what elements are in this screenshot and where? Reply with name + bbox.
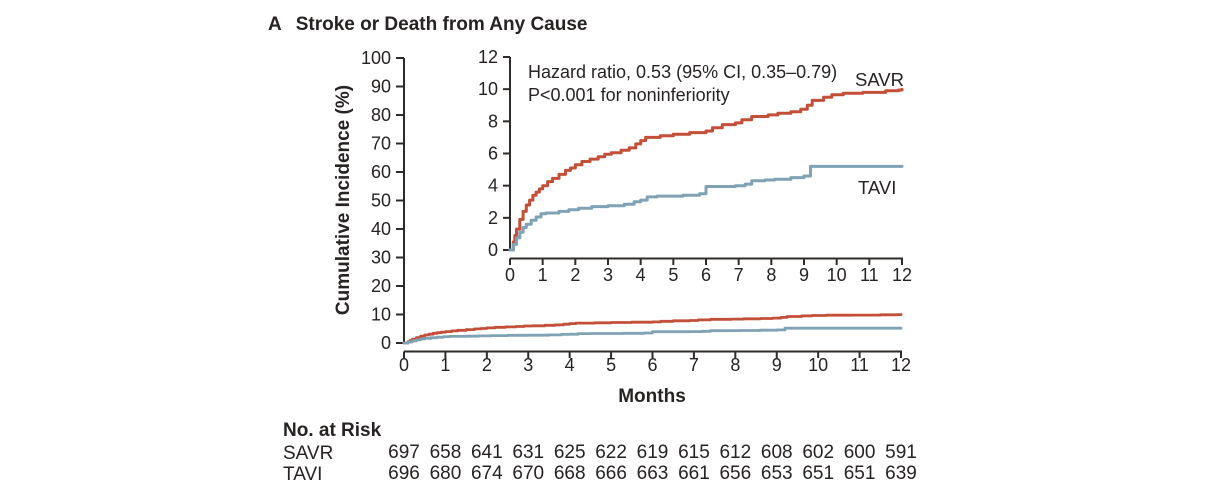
inset-y-tick-label: 0 — [488, 240, 498, 260]
main-y-tick-label: 70 — [371, 134, 391, 154]
main-y-tick-label: 40 — [371, 219, 391, 239]
risk-value: 651 — [802, 463, 834, 484]
inset-x-tick-label: 10 — [827, 265, 847, 285]
main-y-tick-label: 80 — [371, 105, 391, 125]
main-x-tick-label: 8 — [730, 355, 740, 375]
main-y-tick-label: 50 — [371, 191, 391, 211]
main-x-tick-label: 9 — [772, 355, 782, 375]
inset-y-tick-label: 8 — [488, 111, 498, 131]
main-y-tick-label: 30 — [371, 248, 391, 268]
main-x-tick-label: 10 — [808, 355, 828, 375]
risk-value: 639 — [885, 463, 917, 484]
inset-x-tick-label: 1 — [538, 265, 548, 285]
main-y-tick-label: 100 — [361, 48, 391, 68]
tavi-series-label: TAVI — [858, 177, 897, 198]
risk-row-label-savr: SAVR — [283, 443, 334, 464]
risk-row-values-savr: 697 658 641 631 625 622 619 615 612 608 602 600 591 — [388, 442, 917, 463]
main-y-tick-label: 90 — [371, 77, 391, 97]
main-x-tick-label: 11 — [850, 355, 869, 375]
main-x-tick-label: 1 — [440, 355, 450, 375]
annotation-line-hazard-ratio: Hazard ratio, 0.53 (95% CI, 0.35–0.79) — [528, 62, 838, 82]
risk-value: 622 — [595, 442, 627, 463]
main-curve-tavi — [402, 326, 903, 345]
risk-value: 668 — [554, 463, 586, 484]
risk-value: 600 — [844, 442, 876, 463]
inset-x-tick-label: 6 — [701, 265, 711, 285]
inset-x-tick-label: 0 — [505, 265, 515, 285]
risk-value: 631 — [512, 442, 544, 463]
risk-value: 602 — [802, 442, 834, 463]
risk-value: 615 — [678, 442, 710, 463]
risk-value: 656 — [719, 463, 751, 484]
main-x-tick-label: 3 — [523, 355, 533, 375]
inset-x-tick-label: 5 — [668, 265, 678, 285]
main-x-tick-label: 0 — [399, 355, 409, 375]
panel-letter: A — [268, 14, 282, 35]
inset-x-tick-label: 12 — [892, 265, 912, 285]
main-x-tick-label: 4 — [565, 355, 575, 375]
inset-y-tick-label: 2 — [488, 208, 498, 228]
risk-value: 608 — [761, 442, 793, 463]
inset-x-tick-label: 8 — [766, 265, 776, 285]
main-y-tick-label: 10 — [371, 305, 391, 325]
hazard-ratio-annotation: Hazard ratio, 0.53 (95% CI, 0.35–0.79) P… — [528, 61, 837, 107]
inset-y-tick-label: 10 — [478, 79, 498, 99]
risk-value: 625 — [554, 442, 586, 463]
inset-x-tick-label: 2 — [570, 265, 580, 285]
risk-row-values-tavi: 696 680 674 670 668 666 663 661 656 653 651 651 639 — [388, 463, 917, 484]
risk-value: 670 — [512, 463, 544, 484]
main-x-tick-label: 12 — [891, 355, 911, 375]
risk-value: 619 — [637, 442, 669, 463]
risk-value: 674 — [471, 463, 503, 484]
risk-value: 696 — [388, 463, 420, 484]
main-x-tick-label: 5 — [606, 355, 616, 375]
risk-value: 661 — [678, 463, 710, 484]
x-axis-label: Months — [618, 386, 686, 407]
title-text: Stroke or Death from Any Cause — [295, 14, 588, 35]
risk-value: 658 — [430, 442, 462, 463]
inset-y-tick-label: 4 — [488, 176, 498, 196]
inset-curve-savr — [508, 87, 904, 252]
y-axis-label: Cumulative Incidence (%) — [333, 84, 354, 316]
main-x-tick-label: 7 — [689, 355, 699, 375]
risk-value: 680 — [430, 463, 462, 484]
main-y-tick-label: 20 — [371, 276, 391, 296]
risk-row-label-tavi: TAVI — [283, 464, 323, 485]
inset-y-tick-label: 12 — [478, 47, 498, 67]
inset-x-tick-label: 11 — [860, 265, 879, 285]
risk-value: 651 — [844, 463, 876, 484]
inset-y-tick-label: 6 — [488, 144, 498, 164]
inset-x-tick-label: 7 — [734, 265, 744, 285]
risk-value: 663 — [637, 463, 669, 484]
risk-value: 612 — [719, 442, 751, 463]
inset-x-tick-label: 3 — [603, 265, 613, 285]
risk-value: 653 — [761, 463, 793, 484]
figure-title: A Stroke or Death from Any Cause — [268, 14, 588, 36]
inset-x-tick-label: 4 — [636, 265, 646, 285]
main-x-tick-label: 2 — [482, 355, 492, 375]
inset-x-tick-label: 9 — [799, 265, 809, 285]
main-x-tick-label: 6 — [647, 355, 657, 375]
main-curve-savr — [402, 313, 903, 345]
inset-curve-tavi — [508, 164, 904, 252]
main-y-tick-label: 60 — [371, 162, 391, 182]
risk-value: 641 — [471, 442, 503, 463]
risk-value: 697 — [388, 442, 420, 463]
no-at-risk-heading: No. at Risk — [283, 420, 382, 441]
risk-value: 591 — [885, 442, 917, 463]
main-y-tick-label: 0 — [381, 333, 391, 353]
annotation-line-pvalue: P<0.001 for noninferiority — [528, 85, 730, 105]
savr-series-label: SAVR — [855, 69, 905, 90]
risk-value: 666 — [595, 463, 627, 484]
